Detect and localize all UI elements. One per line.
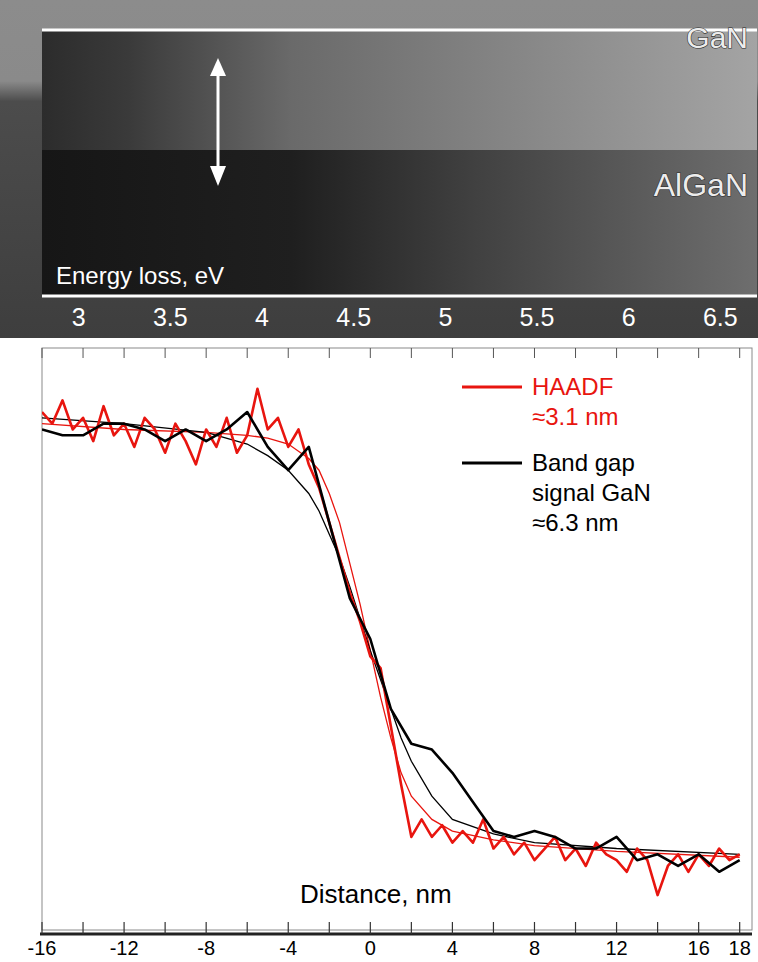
data-line xyxy=(42,389,740,895)
tick-label: -4 xyxy=(279,937,297,959)
legend-swatch xyxy=(462,462,522,465)
arrow xyxy=(217,72,220,170)
tick-label: 0 xyxy=(365,937,376,959)
tick xyxy=(452,922,453,934)
figure: 3 3.5 4 4.5 5 5.5 6 6.5 Energy loss, eV GaN AlGaN -… xyxy=(0,0,758,962)
tick xyxy=(206,348,207,358)
tick xyxy=(657,348,658,358)
tick xyxy=(370,348,371,358)
legend-label: Band gap signal GaN xyxy=(532,449,651,506)
arrow-head xyxy=(210,166,226,186)
tick xyxy=(411,922,412,934)
tick xyxy=(493,348,494,358)
tick xyxy=(739,348,740,358)
tick xyxy=(329,922,330,934)
tick xyxy=(247,922,248,934)
layer-label: GaN xyxy=(686,21,748,54)
tick xyxy=(165,922,166,934)
tick xyxy=(42,348,43,358)
tick xyxy=(206,922,207,934)
tick xyxy=(452,348,453,358)
tick-label: 6 xyxy=(622,303,636,331)
tick-label: 18 xyxy=(729,937,751,959)
legend-line: HAADF xyxy=(532,373,613,400)
x-axis xyxy=(40,933,752,936)
frame-line xyxy=(42,295,757,298)
tick-label: 3 xyxy=(72,303,86,331)
tick xyxy=(288,348,289,358)
tick xyxy=(247,348,248,358)
arrow-head xyxy=(210,58,226,76)
tick-label: 8 xyxy=(529,937,540,959)
legend-swatch xyxy=(462,386,522,389)
tick-label: 4 xyxy=(255,303,269,331)
tick xyxy=(534,348,535,358)
tick xyxy=(575,348,576,358)
layer-label: AlGaN xyxy=(654,167,748,203)
tick-label: -8 xyxy=(197,937,215,959)
tick xyxy=(370,922,371,934)
tick xyxy=(575,922,576,934)
tick xyxy=(123,922,124,934)
tick-label: 3.5 xyxy=(153,303,188,331)
tick xyxy=(493,922,494,934)
tick xyxy=(698,348,699,358)
tick-label: 5.5 xyxy=(520,303,555,331)
tick-label: 5 xyxy=(438,303,452,331)
tick-label: -16 xyxy=(28,937,57,959)
legend-line: signal GaN xyxy=(532,479,651,506)
legend-annotation: ≈6.3 nm xyxy=(532,509,619,536)
plot-frame xyxy=(42,348,752,930)
spectrum-algan xyxy=(42,150,757,296)
tick xyxy=(657,922,658,934)
spectrum-gan xyxy=(42,30,757,150)
tick xyxy=(124,348,125,358)
tick-label: 12 xyxy=(605,937,627,959)
tick xyxy=(83,348,84,358)
tick-label: 4.5 xyxy=(336,303,371,331)
tick-label: 6.5 xyxy=(703,303,738,331)
tick-label: 4 xyxy=(447,937,458,959)
legend-label: HAADF xyxy=(532,373,613,400)
tick xyxy=(288,922,289,934)
tick xyxy=(411,348,412,358)
tick xyxy=(82,922,83,934)
fit-line xyxy=(42,424,740,858)
data-line xyxy=(42,412,740,872)
tick-label: 16 xyxy=(688,937,710,959)
plot-data xyxy=(42,389,740,895)
tick-label: -12 xyxy=(110,937,139,959)
fit-line xyxy=(42,418,740,855)
legend-annotation: ≈3.1 nm xyxy=(532,403,619,430)
frame-line xyxy=(42,29,757,32)
image-background xyxy=(0,0,758,338)
tick xyxy=(329,348,330,358)
legend-line: Band gap xyxy=(532,449,635,476)
axis-title: Energy loss, eV xyxy=(56,262,224,289)
tick xyxy=(41,922,42,934)
tick xyxy=(739,922,740,934)
tick xyxy=(165,348,166,358)
tick xyxy=(698,922,699,934)
tick xyxy=(616,922,617,934)
tick xyxy=(616,348,617,358)
tick xyxy=(534,922,535,934)
axis-title: Distance, nm xyxy=(300,879,452,909)
